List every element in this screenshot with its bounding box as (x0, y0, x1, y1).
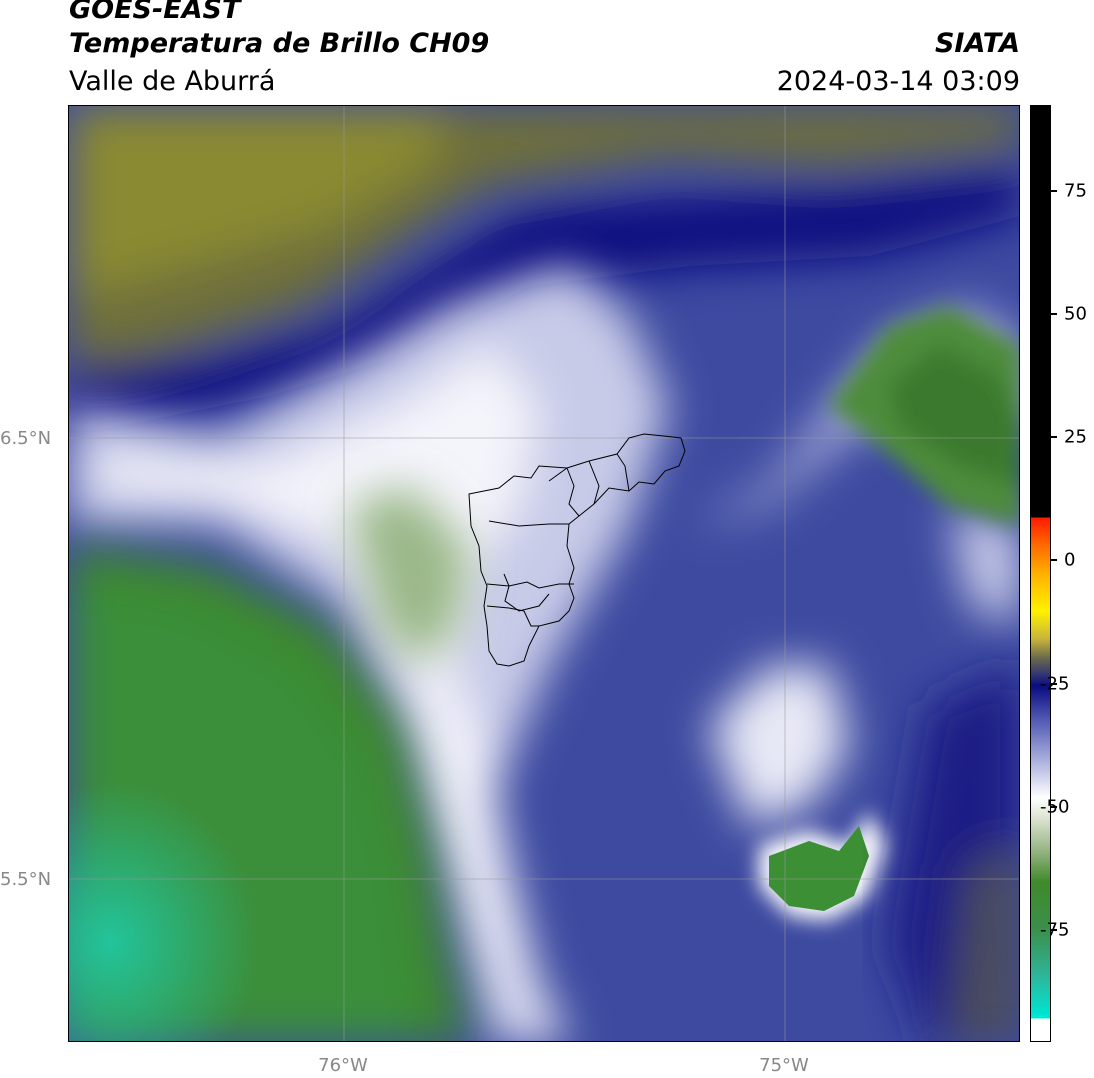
colorbar-label-minus50: -50 (1040, 796, 1070, 818)
map-canvas (69, 106, 1019, 1041)
clear-sky-northeast (829, 306, 1019, 526)
graticule (69, 106, 1019, 1041)
lon-label-76: 76°W (318, 1055, 368, 1076)
product-title: Temperatura de Brillo CH09 (69, 28, 490, 59)
datetime-label: 2024-03-14 03:09 (776, 66, 1020, 97)
lon-label-75: 75°W (759, 1055, 809, 1076)
clear-sky-island (759, 811, 889, 921)
colorbar-label-minus75: -75 (1040, 919, 1070, 941)
boundary-4 (488, 520, 569, 527)
agency-label: SIATA (934, 28, 1020, 59)
boundary-3 (616, 453, 630, 492)
colorbar-tick (1051, 929, 1057, 931)
satellite-title: GOES-EAST (69, 0, 241, 25)
boundary-2 (588, 460, 600, 505)
brightness-temperature-map (68, 105, 1020, 1042)
colorbar-tick (1051, 436, 1057, 438)
region-label: Valle de Aburrá (69, 66, 276, 97)
colorbar-tick (1051, 313, 1057, 315)
colorbar (1030, 105, 1051, 1042)
colorbar-label-0: 0 (1064, 549, 1076, 571)
boundary-8 (523, 610, 539, 627)
municipality-boundaries (468, 433, 686, 667)
boundary-7 (486, 605, 525, 612)
lat-label-5.5: 5.5°N (0, 869, 52, 890)
colorbar-label-75: 75 (1064, 180, 1087, 202)
boundary-1 (548, 467, 580, 517)
lat-label-6.5: 6.5°N (0, 428, 52, 449)
colorbar-label-25: 25 (1064, 426, 1087, 448)
boundary-6 (503, 573, 550, 612)
colorbar-label-minus25: -25 (1040, 673, 1070, 695)
colorbar-tick (1051, 559, 1057, 561)
cold-southeast (889, 666, 1019, 1041)
colorbar-tick (1051, 190, 1057, 192)
boundary-5 (486, 581, 574, 589)
coldest-clear-patch (69, 586, 489, 1041)
warm-top-region (69, 106, 1019, 436)
colorbar-label-50: 50 (1064, 303, 1087, 325)
colorbar-tick (1051, 806, 1057, 808)
colorbar-tick (1051, 683, 1057, 685)
